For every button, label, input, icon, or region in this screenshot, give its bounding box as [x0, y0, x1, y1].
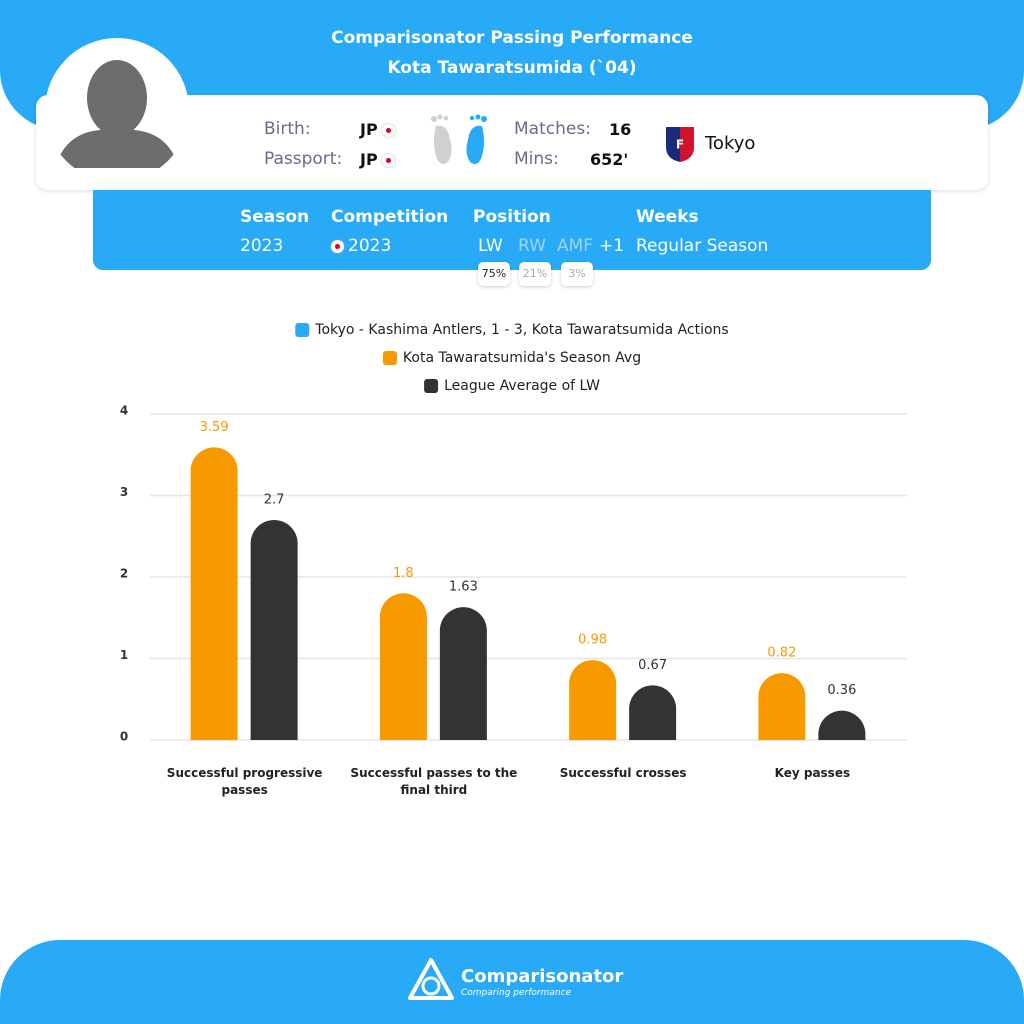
bar — [629, 685, 677, 740]
y-tick-label: 2 — [120, 567, 128, 581]
legend-label: Kota Tawaratsumida's Season Avg — [403, 350, 641, 366]
value-label: 3.59 — [200, 420, 229, 435]
season-label: Season — [240, 207, 310, 227]
avatar — [45, 38, 189, 182]
value-label: 0.36 — [827, 683, 856, 698]
x-tick-label: Key passes — [774, 766, 851, 780]
footer-band — [0, 940, 1024, 1024]
value-label: 1.8 — [393, 566, 414, 581]
title: Comparisonator Passing Performance — [331, 28, 693, 48]
y-tick-label: 3 — [120, 485, 128, 499]
weeks: Regular Season — [636, 236, 769, 256]
position-label: Position — [473, 207, 551, 227]
flag — [331, 239, 344, 253]
value-label: 0.82 — [767, 646, 796, 661]
matches: 16 — [609, 120, 632, 139]
feet-icon — [431, 114, 487, 164]
value-label: 1.63 — [449, 580, 478, 595]
value-label: 0.67 — [638, 658, 667, 673]
team: Tokyo — [705, 133, 756, 154]
position-more: +1 — [599, 236, 625, 256]
birth-value: JP — [360, 120, 378, 139]
matches-label: Matches: — [514, 119, 591, 139]
season: 2023 — [240, 236, 284, 256]
logo — [408, 958, 454, 1000]
bar — [818, 710, 866, 740]
bar — [758, 673, 806, 740]
mins-label: Mins: — [514, 149, 559, 169]
x-tick-label: Successful crosses — [559, 766, 687, 780]
bar — [250, 519, 298, 740]
legend-label: League Average of LW — [444, 378, 600, 394]
brand: Comparisonator — [461, 966, 624, 987]
value-label: 2.7 — [264, 492, 285, 507]
competition-value: 2023 — [348, 236, 392, 256]
mins: 652' — [590, 150, 629, 169]
svg-text:F: F — [676, 138, 684, 152]
x-tick-label: Successful passes to the final third — [350, 766, 518, 797]
subtitle: Kota Tawaratsumida (`04) — [387, 58, 637, 78]
competition-label: Competition — [331, 207, 449, 227]
y-tick-label: 1 — [120, 648, 128, 662]
weeks-label: Weeks — [636, 207, 699, 227]
legend-swatch — [382, 351, 397, 365]
legend-swatch — [295, 323, 310, 337]
competition: 2023 — [331, 236, 391, 256]
flag — [381, 124, 395, 137]
passport-label: Passport: — [264, 149, 343, 169]
profile-card — [36, 95, 988, 190]
position-amf: AMF — [557, 236, 594, 256]
x-tick-label: Successful progressive passes — [166, 766, 323, 797]
value-label: 0.98 — [578, 633, 607, 648]
bar — [379, 593, 427, 740]
position-share: 75% — [478, 262, 510, 286]
position-share: 3% — [561, 262, 593, 286]
flag — [381, 154, 395, 167]
bar — [569, 660, 617, 740]
team-crest: F — [666, 127, 694, 162]
passport: JP — [360, 150, 395, 169]
position-lw: LW — [478, 236, 503, 256]
position-share: 21% — [519, 262, 551, 286]
legend-label: Tokyo - Kashima Antlers, 1 - 3, Kota Taw… — [314, 322, 728, 338]
tagline: Comparing performance — [461, 988, 572, 998]
chart: Tokyo - Kashima Antlers, 1 - 3, Kota Taw… — [120, 322, 907, 744]
position-rw: RW — [518, 236, 546, 256]
y-tick-label: 4 — [120, 404, 128, 418]
birth-label: Birth: — [264, 119, 311, 139]
birth: JP — [360, 120, 395, 139]
y-tick-label: 0 — [120, 730, 128, 744]
passport-value: JP — [360, 150, 378, 169]
avatar-silhouette — [55, 60, 179, 168]
bar — [190, 447, 238, 740]
legend-swatch — [424, 379, 439, 393]
bar — [439, 607, 487, 740]
filter-panel — [93, 190, 931, 270]
